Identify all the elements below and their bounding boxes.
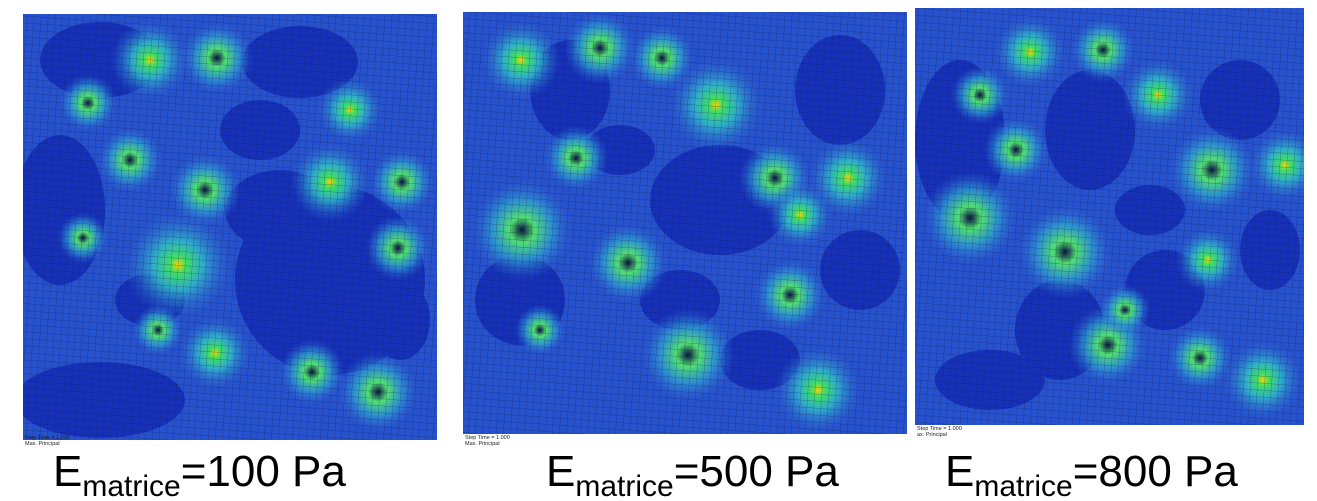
caption-symbol: E <box>53 447 82 496</box>
mesh <box>463 12 907 434</box>
caption-value: =800 Pa <box>1073 447 1239 496</box>
caption-symbol: E <box>546 447 575 496</box>
mesh <box>23 14 437 440</box>
caption-subscript: matrice <box>82 470 180 501</box>
variable-label: Max. Principal <box>25 441 60 447</box>
stress-map <box>915 8 1304 425</box>
variable-label: Max. Principal <box>465 441 500 447</box>
step-time: Step Time = 1.000 <box>917 426 962 432</box>
caption-symbol: E <box>945 447 974 496</box>
caption-subscript: matrice <box>575 470 673 501</box>
caption: Ematrice=100 Pa <box>53 447 346 501</box>
caption: Ematrice=500 Pa <box>546 447 839 501</box>
caption-value: =100 Pa <box>181 447 347 496</box>
stress-map <box>23 14 437 440</box>
caption-value: =500 Pa <box>674 447 840 496</box>
step-time: Step Time = 1.000 <box>25 435 70 441</box>
stress-map <box>463 12 907 434</box>
mesh <box>915 8 1304 425</box>
variable-label: ax. Principal <box>917 432 947 438</box>
caption-subscript: matrice <box>974 470 1072 501</box>
caption: Ematrice=800 Pa <box>945 447 1238 501</box>
step-time: Step Time = 1.000 <box>465 435 510 441</box>
